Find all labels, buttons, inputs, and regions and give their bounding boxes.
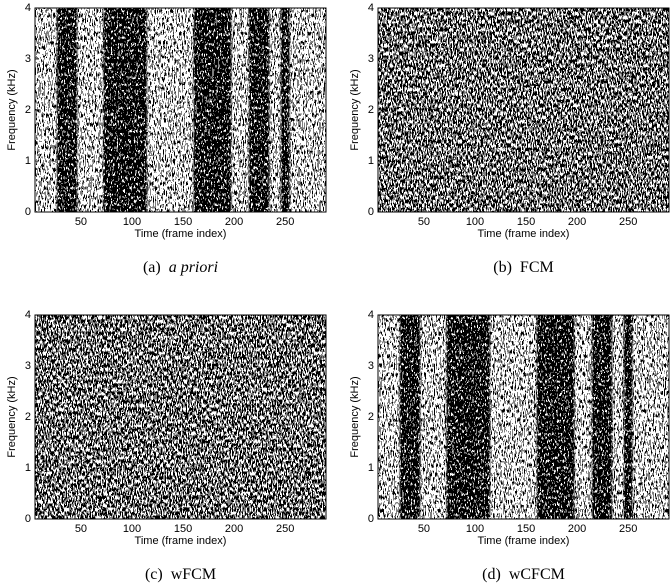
x-tick-label: 50 bbox=[75, 523, 87, 535]
y-tick-label: 2 bbox=[25, 104, 31, 116]
caption-text: wFCM bbox=[171, 566, 216, 583]
x-tick-label: 200 bbox=[225, 216, 243, 228]
x-tick-label: 200 bbox=[225, 523, 243, 535]
x-tick-label: 100 bbox=[123, 216, 141, 228]
x-axis-label: Time (frame index) bbox=[478, 535, 570, 547]
caption: (a) a priori bbox=[143, 259, 218, 276]
y-tick-label: 1 bbox=[25, 462, 31, 474]
y-tick-label: 4 bbox=[368, 2, 374, 14]
x-tick-label: 50 bbox=[418, 523, 430, 535]
y-tick-label: 0 bbox=[368, 513, 374, 525]
y-tick-label: 2 bbox=[368, 104, 374, 116]
x-tick-label: 200 bbox=[568, 216, 586, 228]
x-tick-label: 50 bbox=[75, 216, 87, 228]
x-tick-label: 150 bbox=[517, 523, 535, 535]
x-tick-label: 250 bbox=[619, 216, 637, 228]
x-tick-label: 250 bbox=[276, 216, 294, 228]
caption: (d) wCFCM bbox=[482, 566, 565, 583]
y-tick-label: 4 bbox=[368, 309, 374, 321]
x-tick-label: 250 bbox=[276, 523, 294, 535]
caption-label: (c) bbox=[145, 566, 163, 583]
caption-label: (b) bbox=[493, 259, 512, 276]
x-tick-label: 100 bbox=[466, 216, 484, 228]
x-tick-label: 200 bbox=[568, 523, 586, 535]
caption: (c) wFCM bbox=[145, 566, 216, 583]
x-tick-label: 150 bbox=[174, 216, 192, 228]
x-tick-label: 250 bbox=[619, 523, 637, 535]
y-tick-label: 0 bbox=[25, 206, 31, 218]
y-tick-label: 3 bbox=[368, 360, 374, 372]
y-tick-label: 1 bbox=[368, 462, 374, 474]
caption: (b) FCM bbox=[493, 259, 553, 276]
x-tick-label: 50 bbox=[418, 216, 430, 228]
y-tick-label: 3 bbox=[25, 360, 31, 372]
x-axis-label: Time (frame index) bbox=[135, 228, 227, 240]
y-tick-label: 4 bbox=[25, 2, 31, 14]
spectrogram-texture bbox=[35, 315, 326, 519]
caption-label: (a) bbox=[143, 259, 161, 276]
y-tick-label: 2 bbox=[25, 411, 31, 423]
x-axis-label: Time (frame index) bbox=[135, 535, 227, 547]
y-tick-label: 3 bbox=[25, 53, 31, 65]
caption-text: FCM bbox=[520, 259, 554, 276]
y-tick-label: 2 bbox=[368, 411, 374, 423]
y-tick-label: 1 bbox=[368, 155, 374, 167]
y-axis-label: Frequency (kHz) bbox=[6, 69, 18, 150]
caption-label: (d) bbox=[482, 566, 501, 583]
y-axis-label: Frequency (kHz) bbox=[349, 69, 361, 150]
y-tick-label: 0 bbox=[25, 513, 31, 525]
y-tick-label: 0 bbox=[368, 206, 374, 218]
spectrogram-texture bbox=[35, 8, 326, 212]
x-tick-label: 150 bbox=[517, 216, 535, 228]
spectrogram-texture bbox=[378, 8, 669, 212]
spectrogram-texture bbox=[378, 315, 669, 519]
x-axis-label: Time (frame index) bbox=[478, 228, 570, 240]
y-axis-label: Frequency (kHz) bbox=[6, 376, 18, 457]
y-tick-label: 1 bbox=[25, 155, 31, 167]
x-tick-label: 100 bbox=[123, 523, 141, 535]
y-tick-label: 3 bbox=[368, 53, 374, 65]
y-axis-label: Frequency (kHz) bbox=[349, 376, 361, 457]
caption-text: a priori bbox=[169, 259, 218, 276]
caption-text: wCFCM bbox=[509, 566, 565, 583]
x-tick-label: 100 bbox=[466, 523, 484, 535]
y-tick-label: 4 bbox=[25, 309, 31, 321]
x-tick-label: 150 bbox=[174, 523, 192, 535]
